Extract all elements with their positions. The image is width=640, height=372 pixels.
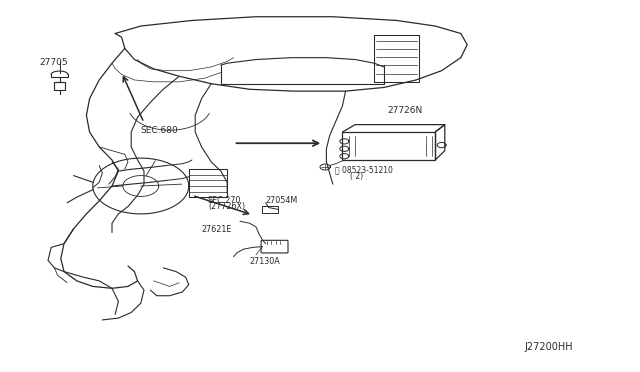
- Bar: [342, 132, 435, 160]
- Text: ( 2): ( 2): [350, 172, 364, 181]
- Text: (27726X): (27726X): [208, 202, 245, 211]
- Text: 27130A: 27130A: [250, 257, 280, 266]
- Bar: [54, 82, 65, 90]
- Text: SEC.270: SEC.270: [208, 196, 241, 205]
- Text: 27621E: 27621E: [202, 225, 232, 234]
- Text: Ⓢ 08523-51210: Ⓢ 08523-51210: [335, 166, 392, 174]
- Bar: [262, 206, 278, 213]
- Text: 27054M: 27054M: [266, 196, 298, 205]
- Text: J27200HH: J27200HH: [525, 342, 573, 352]
- Text: SEC.680: SEC.680: [141, 126, 179, 135]
- Text: 27705: 27705: [40, 58, 68, 67]
- FancyBboxPatch shape: [261, 240, 288, 253]
- Text: 27726N: 27726N: [387, 106, 422, 115]
